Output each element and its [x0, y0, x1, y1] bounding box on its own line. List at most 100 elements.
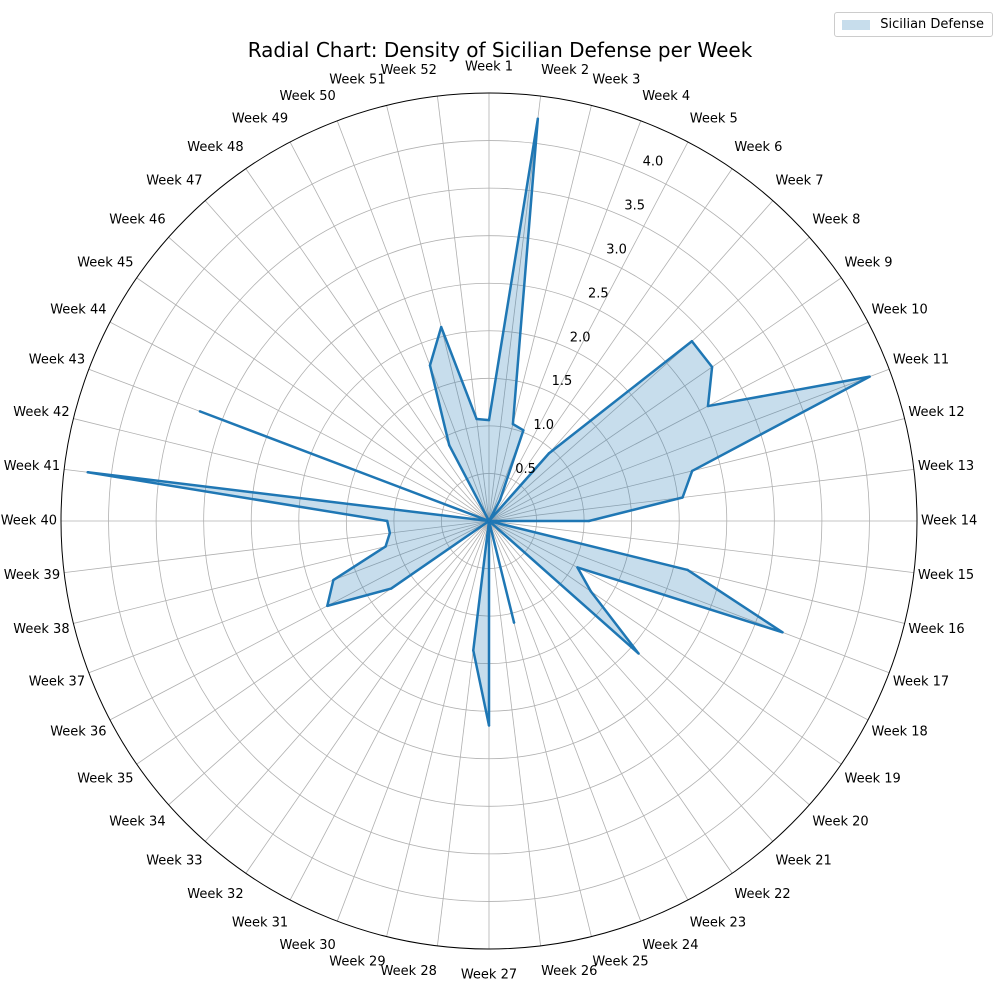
grid-spoke — [386, 520, 490, 937]
category-label: Week 24 — [642, 938, 698, 953]
data-point — [637, 652, 640, 655]
data-point — [706, 404, 710, 408]
grid-spoke — [488, 520, 914, 573]
category-label: Week 38 — [13, 622, 69, 637]
grid-spoke — [204, 200, 490, 522]
data-point — [589, 590, 592, 593]
category-label: Week 11 — [893, 353, 949, 368]
category-label: Week 22 — [734, 887, 790, 902]
grid-spoke — [289, 520, 490, 901]
radial-tick-label: 3.5 — [624, 199, 645, 214]
grid-spoke — [109, 520, 490, 721]
grid-spoke — [488, 96, 541, 522]
data-point — [498, 498, 502, 502]
grid-spoke — [488, 520, 689, 901]
category-label: Week 26 — [541, 964, 597, 979]
legend: Sicilian Defense — [834, 12, 993, 37]
data-point — [710, 365, 714, 369]
grid-spoke — [73, 418, 490, 522]
category-label: Week 49 — [232, 112, 288, 127]
category-label: Week 45 — [77, 256, 133, 271]
category-label: Week 46 — [109, 212, 165, 227]
data-point — [384, 545, 387, 548]
grid-spoke — [488, 469, 914, 522]
category-label: Week 51 — [329, 73, 385, 88]
series-layer — [86, 117, 871, 727]
radial-tick-label: 1.5 — [552, 374, 573, 389]
category-label: Week 47 — [146, 174, 202, 189]
grid-spoke — [488, 520, 642, 922]
category-label: Week 33 — [146, 853, 202, 868]
legend-swatch — [842, 19, 871, 30]
category-label: Week 18 — [872, 725, 928, 740]
data-point — [781, 631, 784, 634]
data-point — [587, 519, 591, 523]
category-label: Week 42 — [13, 405, 69, 420]
category-label: Week 28 — [381, 964, 437, 979]
grid-spoke — [109, 321, 490, 522]
grid-spoke — [488, 520, 774, 842]
data-point — [389, 587, 393, 590]
radial-tick-label: 1.0 — [533, 418, 554, 433]
data-point — [332, 578, 335, 582]
outer-ring — [60, 92, 918, 950]
data-point — [686, 568, 689, 572]
outer-circle — [60, 92, 918, 950]
data-point — [681, 496, 684, 499]
grid-spoke — [488, 236, 810, 522]
radial-tick-label: 2.5 — [588, 286, 609, 301]
grid-spoke — [488, 520, 842, 765]
series-area — [87, 118, 870, 726]
data-point — [475, 417, 478, 421]
category-label: Week 2 — [541, 63, 589, 78]
grid-spoke — [488, 105, 592, 522]
grid-spoke — [386, 105, 490, 522]
category-label: Week 13 — [918, 459, 974, 474]
category-label: Week 39 — [4, 568, 60, 583]
data-point — [522, 429, 525, 432]
chart-title: Radial Chart: Density of Sicilian Defens… — [247, 38, 753, 62]
category-label: Week 16 — [908, 622, 964, 637]
data-point — [428, 364, 432, 367]
radial-tick-labels: 0.5 1.0 1.5 2.0 2.5 3.0 3.5 4.0 — [515, 155, 663, 478]
category-label: Week 4 — [642, 89, 690, 104]
category-label: Week 48 — [187, 140, 243, 155]
grid-spoke — [88, 520, 490, 674]
category-label: Week 14 — [921, 514, 977, 529]
grid-spoke — [204, 520, 490, 842]
grid-spoke — [64, 520, 490, 573]
category-label: Week 41 — [4, 459, 60, 474]
category-label: Week 8 — [812, 212, 860, 227]
category-label: Week 44 — [50, 303, 106, 318]
radial-tick-label: 4.0 — [643, 155, 664, 170]
category-label: Week 32 — [187, 887, 243, 902]
category-label: Week 9 — [845, 256, 893, 271]
category-label: Week 21 — [776, 853, 832, 868]
grid-spoke — [336, 520, 490, 922]
grid-spoke — [245, 520, 490, 874]
data-point — [690, 469, 694, 473]
data-point — [536, 117, 540, 120]
grid-spoke — [437, 96, 490, 522]
radial-tick-label: 3.0 — [606, 242, 627, 257]
category-label: Week 35 — [77, 771, 133, 786]
category-label: Week 29 — [329, 954, 385, 969]
data-point — [868, 375, 871, 378]
category-label: Week 36 — [50, 725, 106, 740]
category-label: Week 25 — [592, 954, 648, 969]
data-point — [690, 340, 694, 343]
data-point — [198, 410, 202, 413]
category-label: Week 6 — [734, 140, 782, 155]
data-point — [487, 418, 491, 422]
category-label: Week 52 — [381, 63, 437, 78]
category-label: Week 7 — [776, 174, 824, 189]
category-label: Week 40 — [1, 514, 57, 529]
data-point — [448, 444, 451, 447]
category-label: Week 34 — [109, 815, 165, 830]
radial-tick-label: 0.5 — [515, 462, 536, 477]
grid-spoke — [488, 368, 890, 522]
grid-spoke — [488, 520, 541, 946]
category-label: Week 43 — [29, 353, 85, 368]
